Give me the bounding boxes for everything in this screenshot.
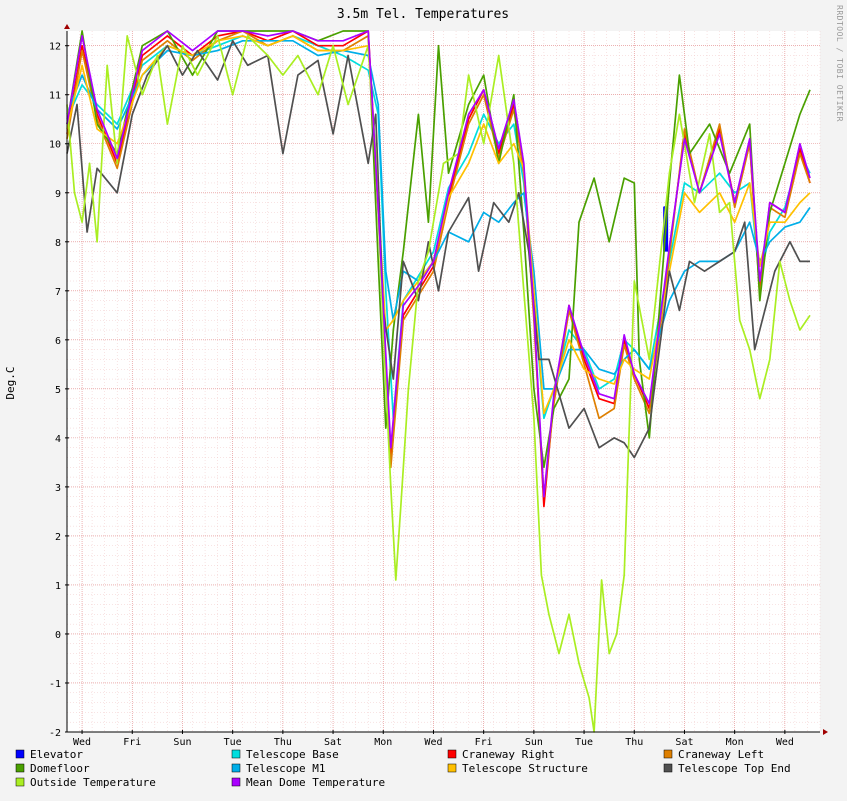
legend-label: Mean Dome Temperature [246, 776, 385, 789]
y-tick-label: 3 [55, 483, 61, 494]
x-tick-label: Wed [424, 737, 442, 748]
grid [66, 31, 821, 733]
legend-swatch [15, 777, 25, 787]
y-tick-label: -2 [49, 728, 61, 739]
y-axis-arrow [64, 24, 70, 29]
x-tick-label: Thu [625, 737, 643, 748]
series-line-2 [66, 35, 811, 420]
legend-swatch [663, 749, 673, 759]
y-tick-label: 8 [55, 238, 61, 249]
y-tick-label: 2 [55, 532, 61, 543]
legend-label: Telescope Base [246, 748, 339, 761]
x-tick-label: Mon [726, 737, 744, 748]
x-tick-label: Fri [475, 737, 493, 748]
watermark: RRDTOOL / TOBI OETIKER [835, 5, 844, 122]
series-line-8 [66, 39, 810, 459]
x-tick-label: Fri [123, 737, 141, 748]
legend-swatch [231, 777, 241, 787]
chart-title: 3.5m Tel. Temperatures [337, 7, 509, 22]
legend-swatch [231, 763, 241, 773]
legend-label: Domefloor [30, 762, 90, 775]
legend-label: Craneway Right [462, 748, 555, 761]
legend-label: Elevator [30, 748, 83, 761]
x-tick-label: Sun [525, 737, 543, 748]
y-tick-label: 7 [55, 287, 61, 298]
y-tick-label: 5 [55, 385, 61, 396]
legend-swatch [447, 763, 457, 773]
y-tick-label: -1 [49, 679, 61, 690]
y-tick-label: 12 [49, 42, 61, 53]
series-line-9 [66, 35, 811, 733]
series-line-10 [66, 30, 811, 498]
y-tick-label: 6 [55, 336, 61, 347]
legend-label: Telescope Structure [462, 762, 588, 775]
plot-area [67, 31, 820, 732]
x-axis-arrow [823, 729, 828, 735]
legend-label: Telescope Top End [678, 762, 791, 775]
x-tick-label: Tue [224, 737, 242, 748]
y-axis-label: Deg.C [4, 366, 17, 399]
x-tick-label: Thu [274, 737, 292, 748]
legend-label: Craneway Left [678, 748, 764, 761]
x-tick-label: Tue [575, 737, 593, 748]
series-line-7 [66, 35, 811, 415]
y-tick-label: 9 [55, 189, 61, 200]
y-tick-label: 0 [55, 630, 61, 641]
legend-swatch [231, 749, 241, 759]
x-tick-label: Wed [73, 737, 91, 748]
legend-label: Outside Temperature [30, 776, 156, 789]
legend-swatch [15, 749, 25, 759]
legend-label: Telescope M1 [246, 762, 325, 775]
y-tick-label: 11 [49, 91, 61, 102]
x-tick-label: Wed [776, 737, 794, 748]
legend-swatch [15, 763, 25, 773]
y-tick-label: 10 [49, 140, 61, 151]
x-tick-label: Sat [324, 737, 342, 748]
y-tick-label: 4 [55, 434, 61, 445]
legend-swatch [663, 763, 673, 773]
x-tick-label: Sun [173, 737, 191, 748]
legend: Elevator Telescope Base Craneway Right Cran… [15, 748, 791, 789]
series-lines [66, 30, 811, 733]
x-tick-label: Sat [675, 737, 693, 748]
legend-swatch [447, 749, 457, 759]
y-tick-label: 1 [55, 581, 61, 592]
x-tick-label: Mon [374, 737, 392, 748]
